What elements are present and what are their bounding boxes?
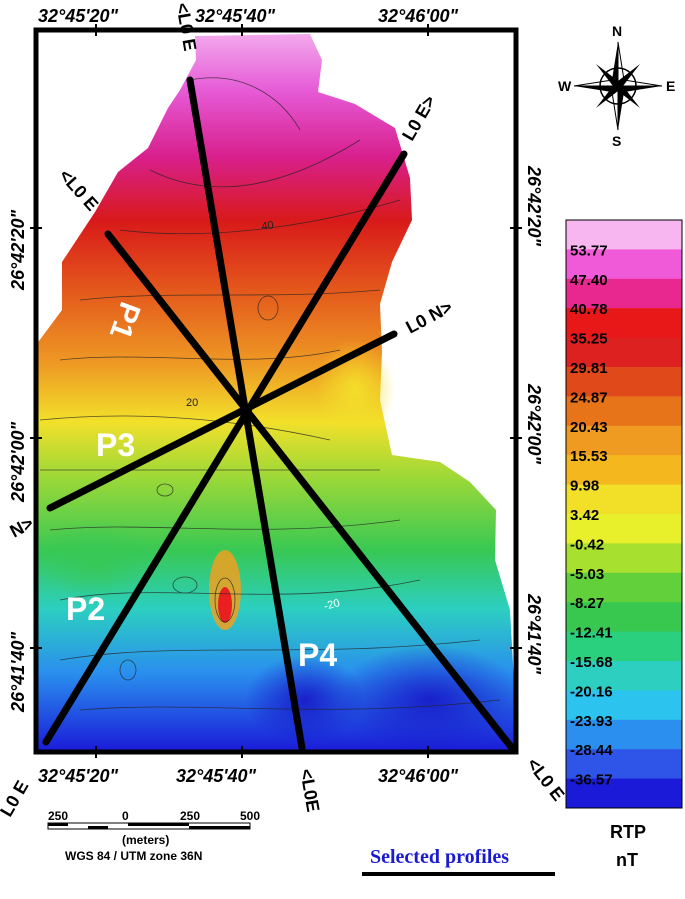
contour-label-1: 40 <box>261 219 275 233</box>
profile-line-p3 <box>46 330 398 512</box>
legend-swatch <box>566 778 682 809</box>
legend-swatch <box>566 425 682 456</box>
legend-swatch <box>566 602 682 633</box>
legend-value: 47.40 <box>570 272 608 289</box>
bottom-lon-1: 32°45'20" <box>38 766 119 786</box>
map-frame <box>33 27 519 755</box>
scale-bar: 250 0 250 500 (meters) WGS 84 / UTM zone… <box>47 809 260 863</box>
legend-swatch <box>566 367 682 397</box>
profile-label-p2: P2 <box>66 591 105 627</box>
legend-swatch <box>566 514 682 544</box>
legend-value: 53.77 <box>570 242 608 259</box>
legend-value: -5.03 <box>570 566 604 583</box>
scale-tick-2: 0 <box>122 809 129 823</box>
legend-swatch <box>566 249 682 280</box>
legend-value: -15.68 <box>570 654 613 671</box>
top-lon-1: 32°45'20" <box>38 6 119 26</box>
legend-swatches <box>565 219 683 809</box>
line-end-label-7: <L0E <box>296 767 323 813</box>
scale-tick-4: 500 <box>240 809 260 823</box>
line-end-label-8: <L0 E <box>523 754 569 805</box>
profile-line-p2 <box>42 150 408 746</box>
line-end-label-1: <L0 E <box>55 165 102 214</box>
compass-w: W <box>558 78 572 94</box>
profile-lines <box>42 76 516 752</box>
legend-value: 15.53 <box>570 448 608 465</box>
line-end-label-6: L0 E <box>0 777 32 820</box>
legend-value: -36.57 <box>570 772 613 789</box>
legend-value: -23.93 <box>570 713 613 730</box>
left-lat-1: 26°42'20" <box>8 209 28 291</box>
profile-line-p1 <box>104 230 516 752</box>
compass-n: N <box>612 23 622 39</box>
legend-value: 29.81 <box>570 360 608 377</box>
legend-value: 3.42 <box>570 507 599 524</box>
legend-swatch <box>566 661 682 691</box>
legend-value: 35.25 <box>570 331 608 348</box>
right-lat-1: 26°42'20" <box>524 165 544 247</box>
north-arrow-icon: N S E W <box>558 23 675 149</box>
compass-s: S <box>612 133 621 149</box>
legend-swatch <box>566 719 682 750</box>
contour-label-3: -20 <box>323 597 341 613</box>
legend-swatch <box>566 337 682 368</box>
legend-title-rtp: RTP <box>610 822 646 842</box>
legend-swatch <box>566 396 682 427</box>
legend-value: -0.42 <box>570 536 604 553</box>
contour-label-2: 20 <box>186 397 198 409</box>
figure-title: Selected profiles <box>370 846 509 868</box>
legend-value: -8.27 <box>570 595 604 612</box>
scale-tick-1: 250 <box>48 809 68 823</box>
line-end-label-5: N> <box>6 513 36 542</box>
profile-label-p4: P4 <box>298 637 337 673</box>
legend-swatch <box>566 484 682 515</box>
scale-unit: (meters) <box>122 833 169 847</box>
legend-swatch <box>566 631 682 662</box>
legend-swatch <box>566 572 682 603</box>
legend-value: -28.44 <box>570 742 613 759</box>
left-lat-3: 26°41'40" <box>8 631 28 713</box>
legend-swatch <box>566 690 682 721</box>
line-end-label-2: L0 E> <box>398 92 440 144</box>
bottom-lon-2: 32°45'40" <box>176 766 257 786</box>
left-lat-2: 26°42'00" <box>8 421 28 503</box>
legend-swatch <box>566 278 682 309</box>
legend-value: 9.98 <box>570 478 599 495</box>
compass-e: E <box>666 78 675 94</box>
scale-projection: WGS 84 / UTM zone 36N <box>65 849 202 863</box>
legend-value: -20.16 <box>570 683 613 700</box>
right-lat-2: 26°42'00" <box>524 383 544 465</box>
right-lat-3: 26°41'40" <box>524 593 544 675</box>
legend-swatch <box>566 543 682 574</box>
top-lon-2: 32°45'40" <box>195 6 276 26</box>
legend-title-unit: nT <box>616 850 638 870</box>
color-legend: 53.77 47.40 40.78 35.25 29.81 24.87 20.43 15.53… <box>565 219 683 870</box>
legend-swatch <box>566 455 682 486</box>
legend-labels: 53.77 47.40 40.78 35.25 29.81 24.87 20.43 15.53… <box>570 242 613 788</box>
legend-swatch <box>566 749 682 780</box>
bottom-lon-3: 32°46'00" <box>378 766 459 786</box>
frame-ticks <box>30 24 522 758</box>
legend-value: 20.43 <box>570 419 608 436</box>
top-lon-3: 32°46'00" <box>378 6 459 26</box>
legend-swatch <box>566 220 682 250</box>
legend-swatch <box>566 308 682 339</box>
legend-value: 40.78 <box>570 301 608 318</box>
profile-label-p3: P3 <box>96 427 135 463</box>
legend-value: 24.87 <box>570 389 608 406</box>
line-end-label-4: L0 N> <box>402 297 455 338</box>
legend-value: -12.41 <box>570 625 613 642</box>
legend-border <box>565 219 683 809</box>
scale-tick-3: 250 <box>180 809 200 823</box>
